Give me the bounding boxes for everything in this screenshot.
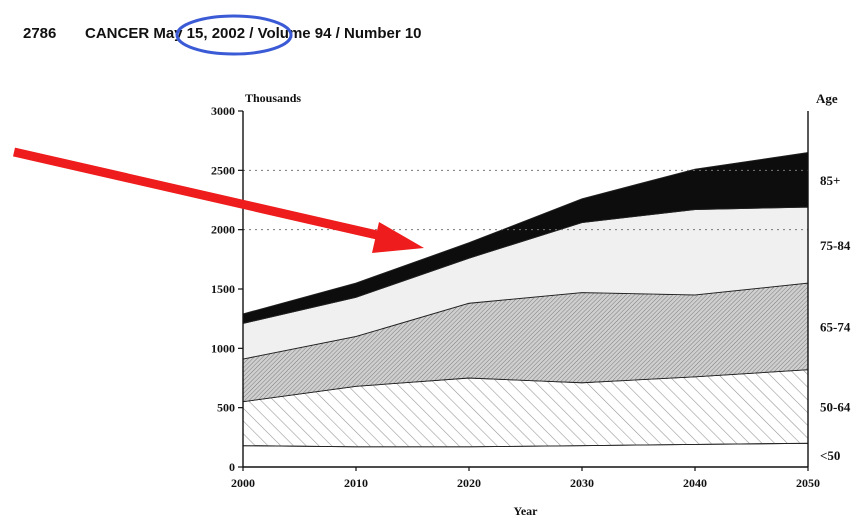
x-tick-label: 2030 <box>570 476 594 490</box>
x-tick-label: 2010 <box>344 476 368 490</box>
series-label: 65-74 <box>820 319 851 334</box>
y-tick-label: 500 <box>217 401 235 415</box>
x-tick-label: 2040 <box>683 476 707 490</box>
y-tick-label: 1000 <box>211 341 235 355</box>
x-tick-label: 2020 <box>457 476 481 490</box>
page-number: 2786 <box>23 25 57 42</box>
y-tick-label: 2500 <box>211 163 235 177</box>
x-tick-label: 2050 <box>796 476 820 490</box>
series-label: <50 <box>820 448 840 463</box>
series-label: 50-64 <box>820 399 851 414</box>
x-axis-title: Year <box>514 504 539 518</box>
series-label: 75-84 <box>820 238 851 253</box>
red-arrow-head <box>372 222 424 253</box>
y-axis-title: Thousands <box>245 91 301 105</box>
series-label: 85+ <box>820 173 840 188</box>
journal-citation: CANCER May 15, 2002 / Volume 94 / Number… <box>85 25 422 42</box>
y-tick-label: 2000 <box>211 223 235 237</box>
highlight-circle <box>175 14 293 56</box>
y-tick-label: 0 <box>229 460 235 474</box>
y-tick-label: 1500 <box>211 282 235 296</box>
red-arrow-shaft <box>12 147 388 242</box>
right-axis-title: Age <box>816 91 838 106</box>
x-tick-label: 2000 <box>231 476 255 490</box>
y-tick-label: 3000 <box>211 104 235 118</box>
